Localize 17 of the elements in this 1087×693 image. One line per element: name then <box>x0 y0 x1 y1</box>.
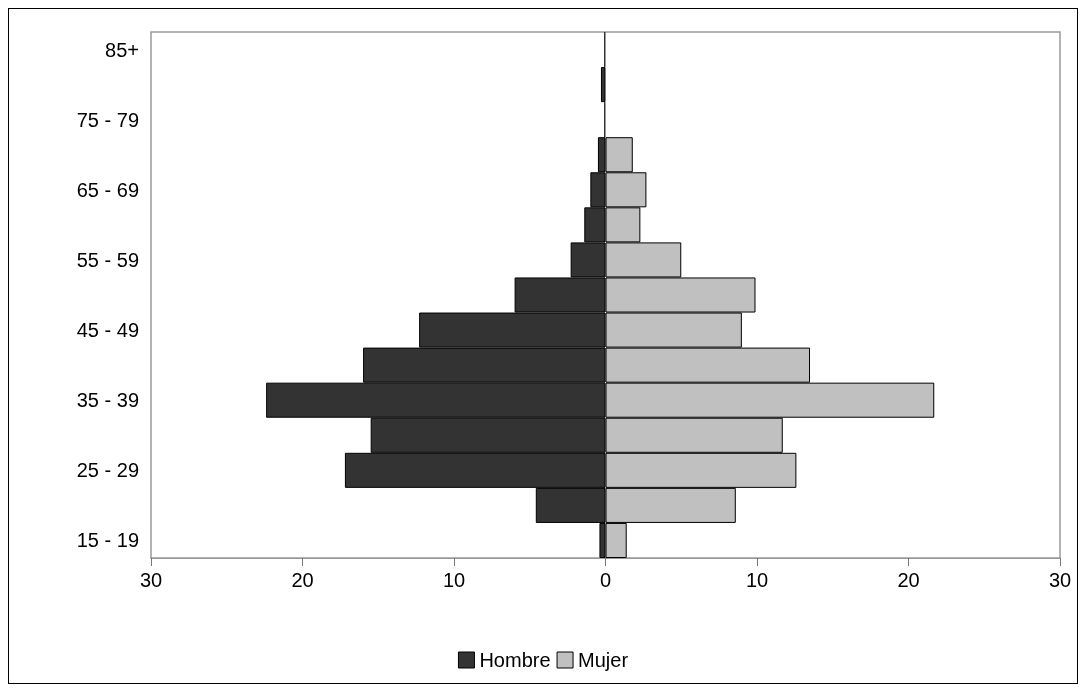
y-tick-label: 55 - 59 <box>76 248 139 271</box>
y-tick-label: 65 - 69 <box>76 178 139 201</box>
y-tick-label: 15 - 19 <box>76 529 139 552</box>
y-tick-label: 45 - 49 <box>76 319 139 342</box>
y-tick-label: 25 - 29 <box>76 459 139 482</box>
x-tick-label: 30 <box>1048 569 1072 591</box>
x-tick-label: 30 <box>139 569 163 591</box>
y-tick-label: 35 - 39 <box>76 389 139 412</box>
x-tick-label: 10 <box>745 569 769 591</box>
legend-label: Hombre <box>479 649 551 671</box>
y-tick-label: 85+ <box>105 38 139 61</box>
x-tick-label: 10 <box>442 569 466 591</box>
x-tick-label: 20 <box>291 569 314 591</box>
legend-label: Mujer <box>578 649 629 671</box>
y-tick-label: 75 - 79 <box>76 108 139 131</box>
x-tick-label: 20 <box>897 569 920 591</box>
x-tick-label: 0 <box>599 569 612 591</box>
